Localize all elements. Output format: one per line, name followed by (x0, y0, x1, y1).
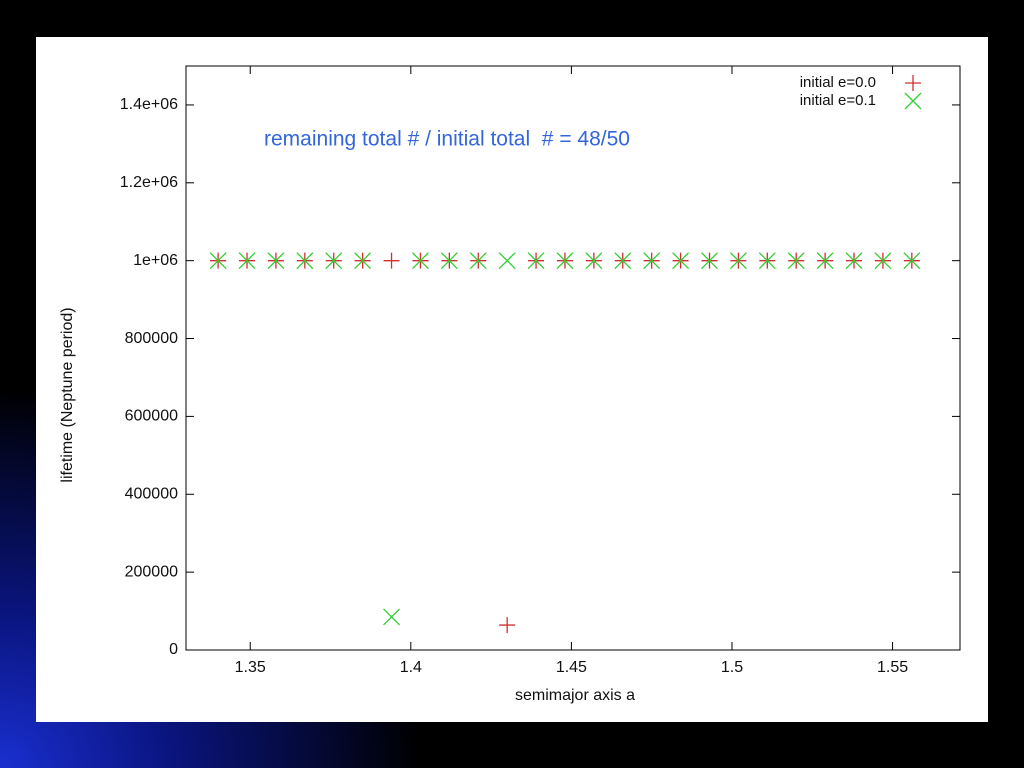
legend-marker (904, 92, 922, 110)
point (267, 252, 285, 270)
point (585, 252, 603, 270)
legend-label: initial e=0.1 (800, 92, 876, 109)
y-tick-label: 1.2e+06 (120, 174, 178, 191)
y-tick-label: 400000 (125, 485, 178, 502)
point (758, 252, 776, 270)
point (787, 252, 805, 270)
point (874, 252, 892, 270)
point (845, 252, 863, 270)
point (354, 252, 372, 270)
y-tick-label: 1.4e+06 (120, 96, 178, 113)
plot-frame (185, 65, 961, 651)
point (729, 252, 747, 270)
point (816, 252, 834, 270)
point (383, 252, 400, 269)
point (499, 617, 516, 634)
point (701, 252, 718, 270)
point (440, 252, 458, 270)
plot-panel: semimajor axis a lifetime (Neptune perio… (36, 37, 988, 722)
legend-marker (905, 75, 921, 91)
y-tick-label: 0 (169, 641, 178, 658)
point (498, 252, 516, 270)
x-tick-label: 1.55 (877, 659, 908, 676)
x-tick-label: 1.45 (556, 659, 587, 676)
point (296, 252, 314, 270)
point (527, 252, 545, 270)
point (556, 252, 574, 270)
point (903, 252, 921, 270)
x-tick-label: 1.5 (721, 659, 743, 676)
point (411, 252, 429, 270)
y-tick-label: 600000 (125, 408, 178, 425)
point (672, 252, 690, 270)
y-tick-label: 800000 (125, 330, 178, 347)
chart: semimajor axis a lifetime (Neptune perio… (59, 65, 961, 704)
x-tick-label: 1.35 (235, 659, 266, 676)
y-axis-label: lifetime (Neptune period) (59, 307, 76, 482)
y-tick-label: 1e+06 (133, 252, 178, 269)
point (643, 252, 661, 270)
x-tick-label: 1.4 (400, 659, 422, 676)
y-tick-label: 200000 (125, 563, 178, 580)
point (238, 252, 256, 270)
point (325, 252, 343, 270)
point (209, 252, 227, 270)
point (614, 252, 632, 270)
annotation: remaining total # / initial total # = 48… (264, 128, 630, 151)
point (469, 252, 487, 270)
point (383, 608, 401, 626)
legend-label: initial e=0.0 (800, 74, 876, 91)
x-axis-label: semimajor axis a (515, 687, 635, 704)
